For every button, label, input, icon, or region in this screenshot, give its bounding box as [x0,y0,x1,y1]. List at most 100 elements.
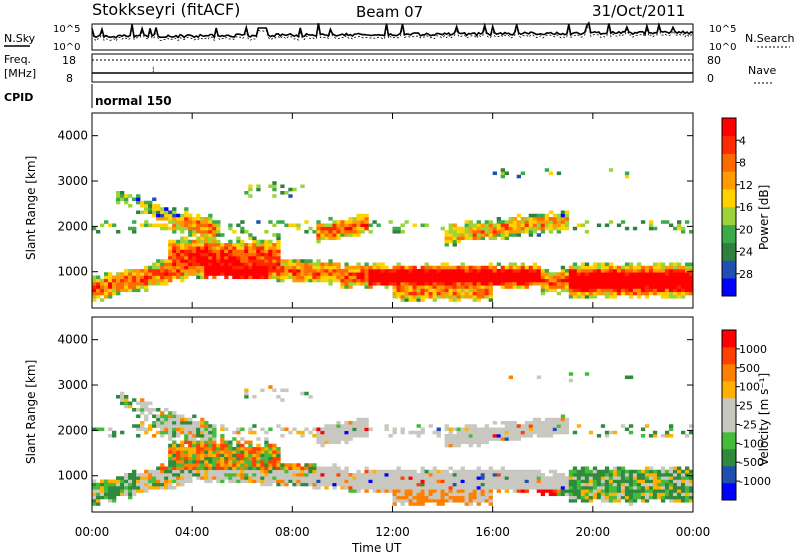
power-cell [236,272,241,276]
velocity-cell [444,437,449,441]
power-cell [676,278,682,283]
velocity-cell [428,476,433,480]
power-cell [212,275,217,280]
power-cell [316,226,321,231]
velocity-cell [472,473,477,477]
velocity-cell [292,479,297,484]
power-cell [112,291,117,296]
velocity-cell [624,427,630,432]
velocity-cell [192,427,197,432]
velocity-cell [156,414,161,419]
velocity-cell [496,473,501,477]
power-cell [516,269,522,273]
velocity-cell [392,482,397,487]
power-cell [284,262,289,267]
power-cell [668,262,674,267]
power-cell [156,204,161,208]
power-cell [404,285,409,289]
velocity-cell [628,430,634,435]
velocity-cell [168,473,173,477]
power-cell [624,291,630,296]
power-cell [496,217,501,221]
velocity-cell [584,495,590,500]
power-cell [680,269,686,273]
power-cell [320,275,325,280]
colorbar-swatch [722,242,736,261]
velocity-cell [476,482,481,487]
velocity-cell [112,495,117,500]
power-cell [548,278,554,283]
power-cell [192,233,197,237]
power-cell [268,184,273,189]
velocity-cell [516,430,522,435]
power-cell [356,226,361,231]
power-cell [656,269,662,273]
power-cell [504,278,509,283]
velocity-cell [668,486,674,490]
velocity-cell [404,479,409,484]
power-cell [148,272,153,276]
velocity-cell [552,417,558,422]
power-cell [224,265,229,270]
power-cell [160,272,165,276]
power-cell [512,262,518,267]
power-cell [584,285,590,289]
power-cell [364,226,369,231]
velocity-cell [212,453,217,458]
power-cell [644,295,650,299]
power-cell [500,223,505,228]
power-cell [328,269,333,273]
power-cell [416,272,421,276]
power-cell [636,272,642,276]
velocity-cell [572,430,578,435]
power-cell [192,256,197,260]
velocity-cell [616,499,622,503]
nsky-series-line [91,21,694,40]
velocity-cell [276,456,281,461]
freq-nave-panel: Freq. [MHz] 18 8 80 0 Nave ⁞ [4,53,776,85]
velocity-cell [556,492,562,497]
velocity-cell [408,486,413,490]
velocity-cell [312,479,317,484]
velocity-cell [132,486,137,490]
velocity-cell [456,499,461,503]
power-cell [488,236,493,241]
velocity-cell [324,469,329,474]
power-cell [496,226,501,231]
velocity-cell [320,440,325,445]
power-cell [568,295,574,299]
velocity-cell [140,401,145,406]
velocity-cell [340,479,345,484]
velocity-cell [508,479,513,484]
power-cell [544,278,550,283]
velocity-cell [528,482,534,487]
power-cell [480,278,485,283]
velocity-cell [612,466,618,471]
velocity-cell [244,388,249,393]
velocity-cell [332,437,337,441]
velocity-cell [404,489,409,493]
power-cell [332,275,337,280]
velocity-cell [480,482,485,487]
power-cell [124,285,129,289]
power-cell [256,269,261,273]
velocity-cell [296,466,301,471]
power-cell [512,272,518,276]
power-cell [200,262,205,267]
velocity-cell [368,486,373,490]
power-cell [408,288,413,293]
power-cell [476,272,481,276]
velocity-cell [588,469,594,474]
power-cell [612,265,618,270]
power-cell [568,278,574,283]
velocity-cell [424,492,429,497]
power-cell [444,291,449,296]
power-cell [96,285,101,289]
power-cell [604,223,610,228]
power-cell [132,269,137,273]
velocity-cell [248,453,253,458]
velocity-cell [484,479,489,484]
power-cell [520,278,526,283]
power-cell [328,236,333,241]
power-cell [208,239,213,244]
